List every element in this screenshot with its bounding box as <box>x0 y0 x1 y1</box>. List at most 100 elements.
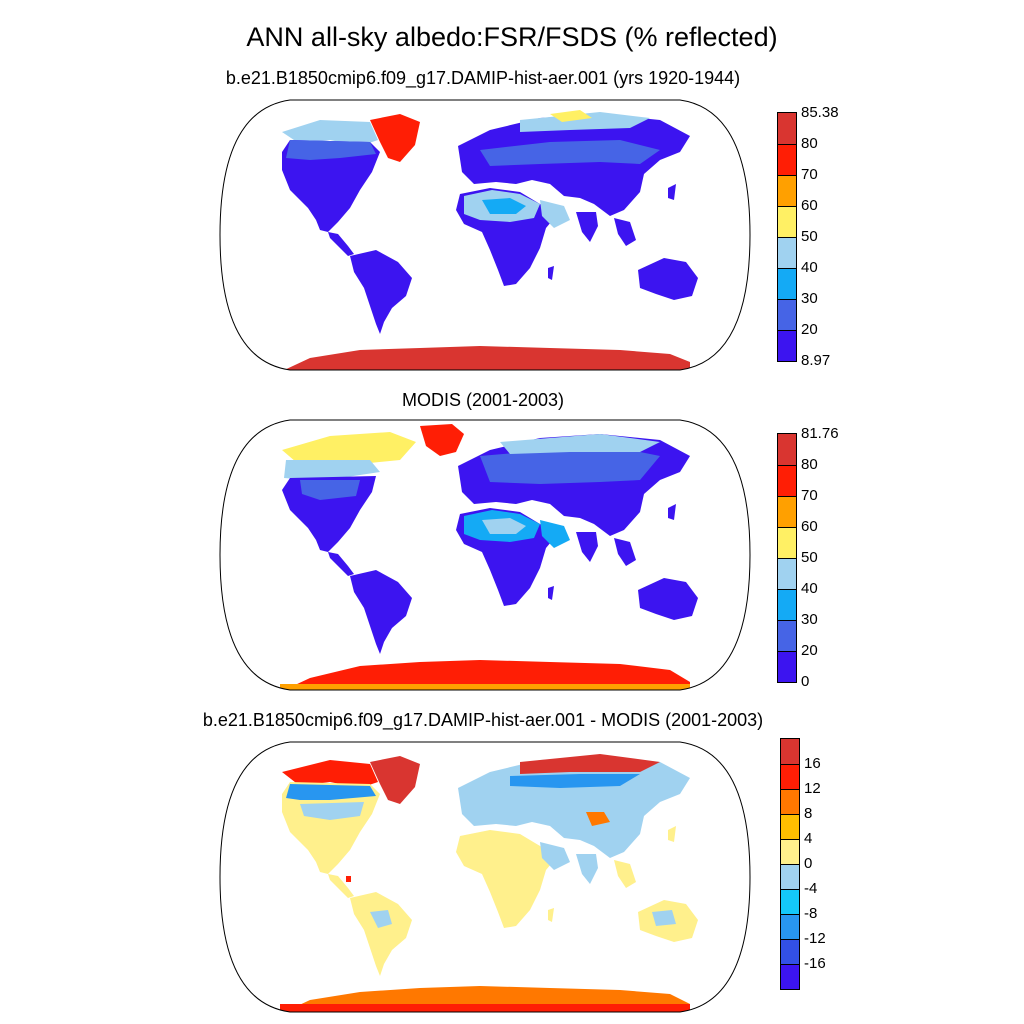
colorbar-tick-label: -16 <box>804 955 826 972</box>
panel-1-title: b.e21.B1850cmip6.f09_g17.DAMIP-hist-aer.… <box>225 68 741 88</box>
colorbar-tick-label: 70 <box>801 487 818 504</box>
antarctica <box>280 346 690 370</box>
colorbar-tick-label: 50 <box>801 549 818 566</box>
colorbar-tick-label: 20 <box>801 642 818 659</box>
arabia <box>540 520 570 548</box>
colorbar-swatch <box>778 496 796 527</box>
colorbar-swatch <box>781 764 799 789</box>
central-america <box>328 874 354 898</box>
arabia <box>540 200 570 228</box>
se-asia <box>614 218 636 246</box>
colorbar-tick-label: 16 <box>804 755 821 772</box>
india <box>576 532 598 562</box>
colorbar-swatch <box>778 589 796 620</box>
arctic-canada <box>282 120 378 146</box>
colorbar-box <box>780 738 800 990</box>
siberia-north-hot <box>550 110 592 122</box>
south-america <box>350 250 412 334</box>
antarctica-edge <box>280 684 690 690</box>
arctic-canada <box>282 760 378 788</box>
sahara-core <box>482 518 526 534</box>
central-america <box>328 232 354 256</box>
europe-asia <box>458 114 690 216</box>
japan <box>668 826 676 842</box>
colorbar-swatch <box>778 237 796 268</box>
colorbar-model: 85.38 80 70 60 50 40 30 20 8.97 <box>777 105 897 368</box>
colorbar-swatch <box>781 939 799 964</box>
colorbar-tick-label: 30 <box>801 290 818 307</box>
colorbar-swatch <box>781 889 799 914</box>
colorbar-swatch <box>778 527 796 558</box>
colorbar-tick-label: 81.76 <box>801 425 839 442</box>
eurasia-mid-band <box>480 448 660 484</box>
sahara <box>464 832 540 864</box>
colorbar-tick-label: 20 <box>801 321 818 338</box>
figure-title: ANN all-sky albedo:FSR/FSDS (% reflected… <box>246 22 778 52</box>
colorbar-swatch <box>781 864 799 889</box>
colorbar-tick-label: 0 <box>804 855 813 872</box>
world-map-difference <box>219 741 751 1013</box>
colorbar-swatch <box>778 206 796 237</box>
colorbar-tick-label: 8 <box>804 805 813 822</box>
pacific-island-cell <box>346 876 351 882</box>
map-boundary <box>219 99 751 371</box>
na-mid-band <box>300 480 360 500</box>
japan <box>668 504 676 520</box>
madagascar <box>548 266 554 280</box>
map-boundary <box>219 741 751 1013</box>
colorbar-swatch <box>781 739 799 764</box>
na-mid-band <box>300 802 364 820</box>
colorbar-tick-label: 85.38 <box>801 104 839 121</box>
colorbar-swatch <box>778 113 796 144</box>
siberia-north <box>520 754 660 774</box>
south-america <box>350 570 412 654</box>
eurasia-mid-band <box>480 140 660 166</box>
arabia <box>540 842 570 870</box>
india <box>576 212 598 242</box>
colorbar-modis: 81.76 80 70 60 50 40 30 20 0 <box>777 426 897 689</box>
colorbar-swatch <box>778 268 796 299</box>
colorbar-swatch <box>778 465 796 496</box>
madagascar <box>548 908 554 922</box>
colorbar-swatch <box>778 144 796 175</box>
na-north-band <box>286 140 376 160</box>
colorbar-swatch <box>778 434 796 465</box>
se-asia <box>614 860 636 888</box>
greenland <box>370 756 420 804</box>
colorbar-tick-label: 50 <box>801 228 818 245</box>
colorbar-tick-label: 4 <box>804 830 813 847</box>
colorbar-tick-label: -8 <box>804 905 818 922</box>
colorbar-swatch <box>781 814 799 839</box>
colorbar-swatch <box>781 839 799 864</box>
se-asia <box>614 538 636 566</box>
colorbar-difference: 16 12 8 4 0 -4 -8 -12 -16 <box>780 738 900 990</box>
colorbar-swatch <box>778 620 796 651</box>
australia <box>638 258 698 300</box>
colorbar-swatch <box>778 330 796 361</box>
tibet-hot <box>586 812 610 826</box>
colorbar-tick-label: 60 <box>801 518 818 535</box>
madagascar <box>548 586 554 600</box>
world-map-model <box>219 99 751 371</box>
panel-3-title: b.e21.B1850cmip6.f09_g17.DAMIP-hist-aer.… <box>202 710 764 730</box>
colorbar-tick-label: -12 <box>804 930 826 947</box>
sa-patch <box>370 910 392 928</box>
sahara-core <box>482 198 526 214</box>
colorbar-tick-label: 60 <box>801 197 818 214</box>
colorbar-swatch <box>781 789 799 814</box>
na-north-band <box>286 784 376 800</box>
colorbar-tick-label: 40 <box>801 580 818 597</box>
colorbar-swatch <box>778 651 796 682</box>
australia-patch <box>652 910 676 926</box>
colorbar-tick-label: 70 <box>801 166 818 183</box>
greenland <box>420 424 464 456</box>
colorbar-swatch <box>778 299 796 330</box>
colorbar-swatch <box>778 558 796 589</box>
colorbar-swatch <box>778 175 796 206</box>
colorbar-swatch <box>781 914 799 939</box>
colorbar-box <box>777 112 797 362</box>
na-north-band <box>284 460 380 480</box>
colorbar-tick-label: 12 <box>804 780 821 797</box>
world-map-modis <box>219 419 751 691</box>
india <box>576 854 598 884</box>
